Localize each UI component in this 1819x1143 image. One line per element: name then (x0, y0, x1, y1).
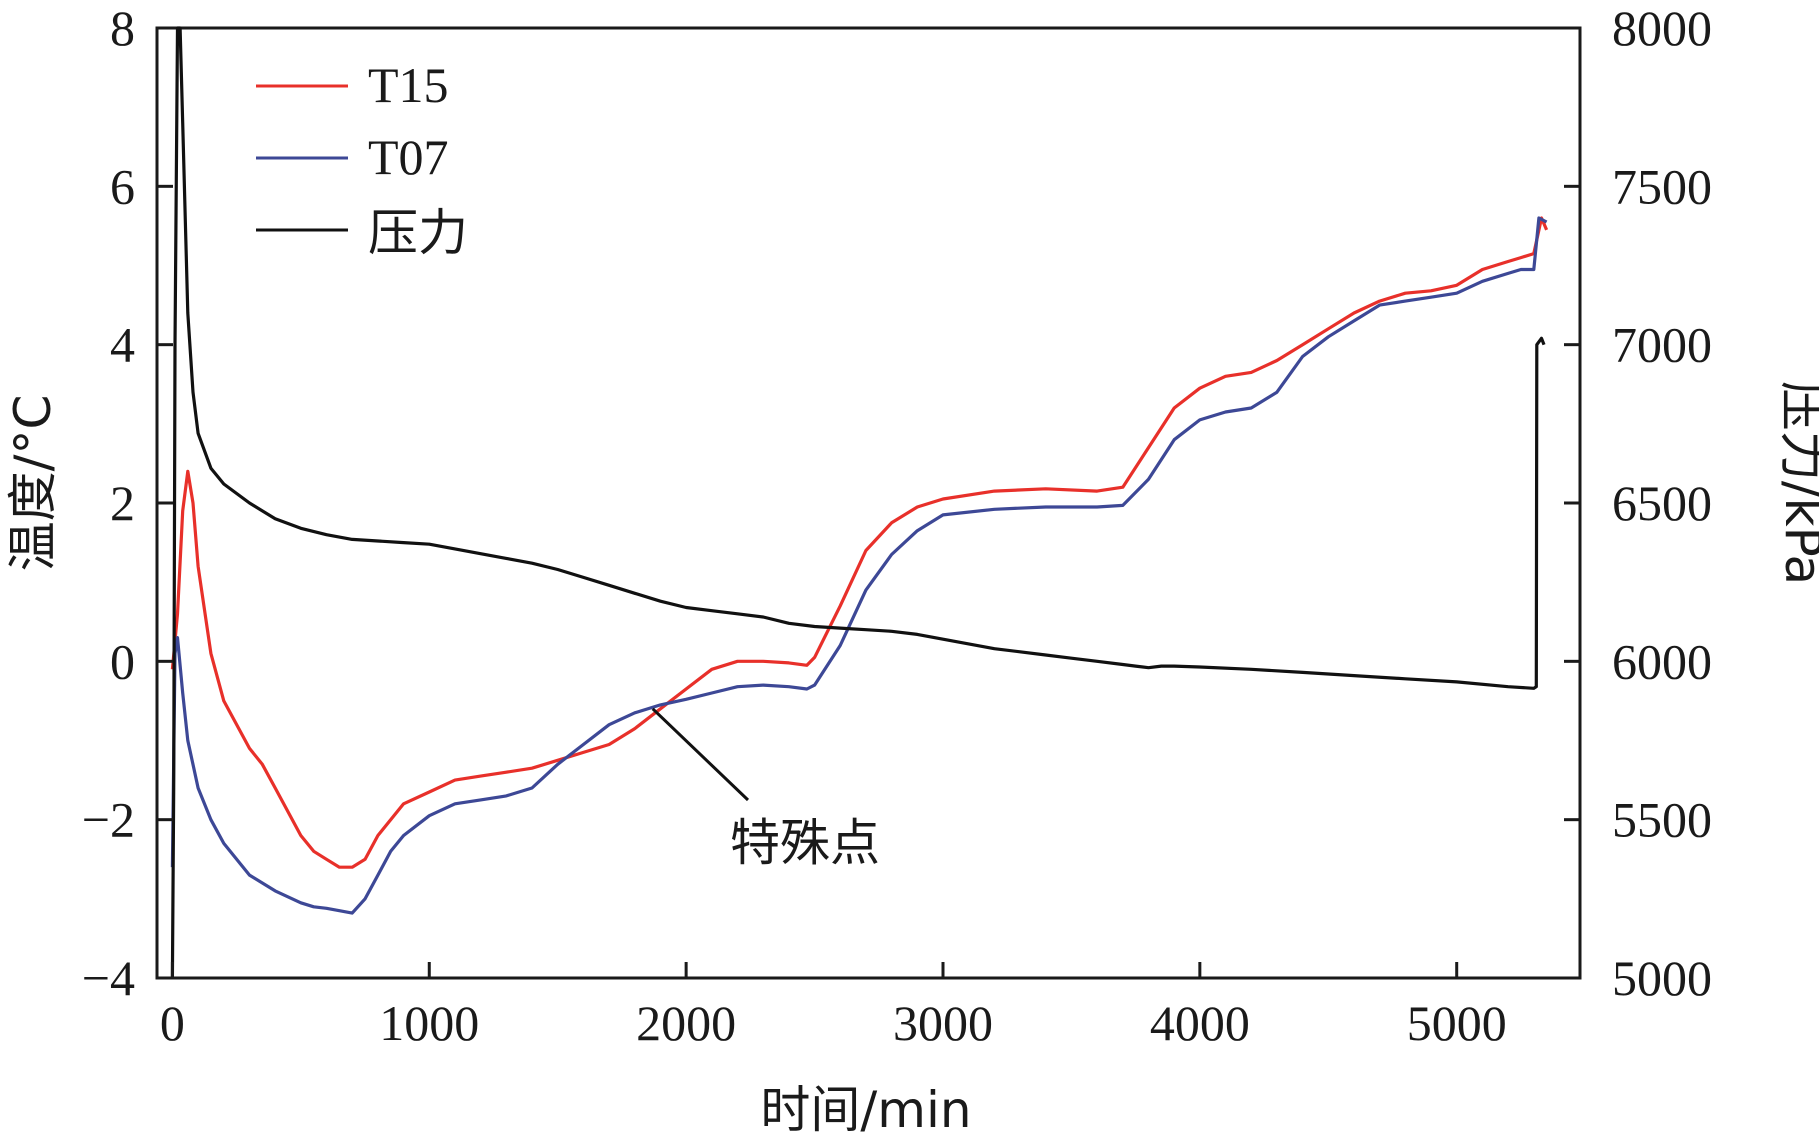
series-line-pressure (170, 26, 1546, 979)
y-left-tick-label: 8 (110, 0, 135, 56)
x-tick-label: 3000 (893, 995, 993, 1051)
x-tick-label: 1000 (379, 995, 479, 1051)
x-axis-title: 时间/min (760, 1081, 971, 1139)
y-left-tick-label: −4 (82, 950, 135, 1006)
legend-label-t15: T15 (368, 57, 449, 113)
y-right-tick-label: 5000 (1612, 950, 1712, 1006)
x-tick-label: 2000 (636, 995, 736, 1051)
legend-label-t07: T07 (368, 129, 449, 185)
y-right-tick-label: 6000 (1612, 633, 1712, 689)
y-left-tick-label: −2 (82, 792, 135, 848)
y-right-tick-label: 7500 (1612, 158, 1712, 214)
annotation-label: 特殊点 (730, 814, 880, 872)
x-tick-label: 5000 (1407, 995, 1507, 1051)
y-right-tick-label: 8000 (1612, 0, 1712, 56)
y-right-tick-label: 5500 (1612, 792, 1712, 848)
y-right-tick-label: 7000 (1612, 317, 1712, 373)
x-tick-label: 4000 (1150, 995, 1250, 1051)
y-left-tick-label: 0 (110, 633, 135, 689)
legend: T15 T07 压力 (256, 57, 468, 261)
y-left-tick-label: 4 (110, 317, 135, 373)
annotation-leader-line (651, 707, 750, 802)
y-axis-left-title: 温度/°C (4, 395, 62, 572)
y-right-tick-label: 6500 (1612, 475, 1712, 531)
y-left-tick-label: 2 (110, 475, 135, 531)
y-left-tick-label: 6 (110, 158, 135, 214)
annotation-special-point: 特殊点 (651, 707, 880, 872)
series-lines (170, 26, 1549, 979)
series-line-t07 (170, 216, 1548, 915)
legend-label-pressure: 压力 (368, 205, 468, 261)
series-line-t15 (170, 216, 1549, 869)
x-tick-label: 0 (160, 995, 185, 1051)
y-axis-right-title: 压力/kPa (1774, 381, 1819, 585)
axis-ticks: 0 1000 2000 3000 4000 5000 −4 −2 0 2 4 6 8 5000 5500 60… (82, 0, 1712, 1051)
